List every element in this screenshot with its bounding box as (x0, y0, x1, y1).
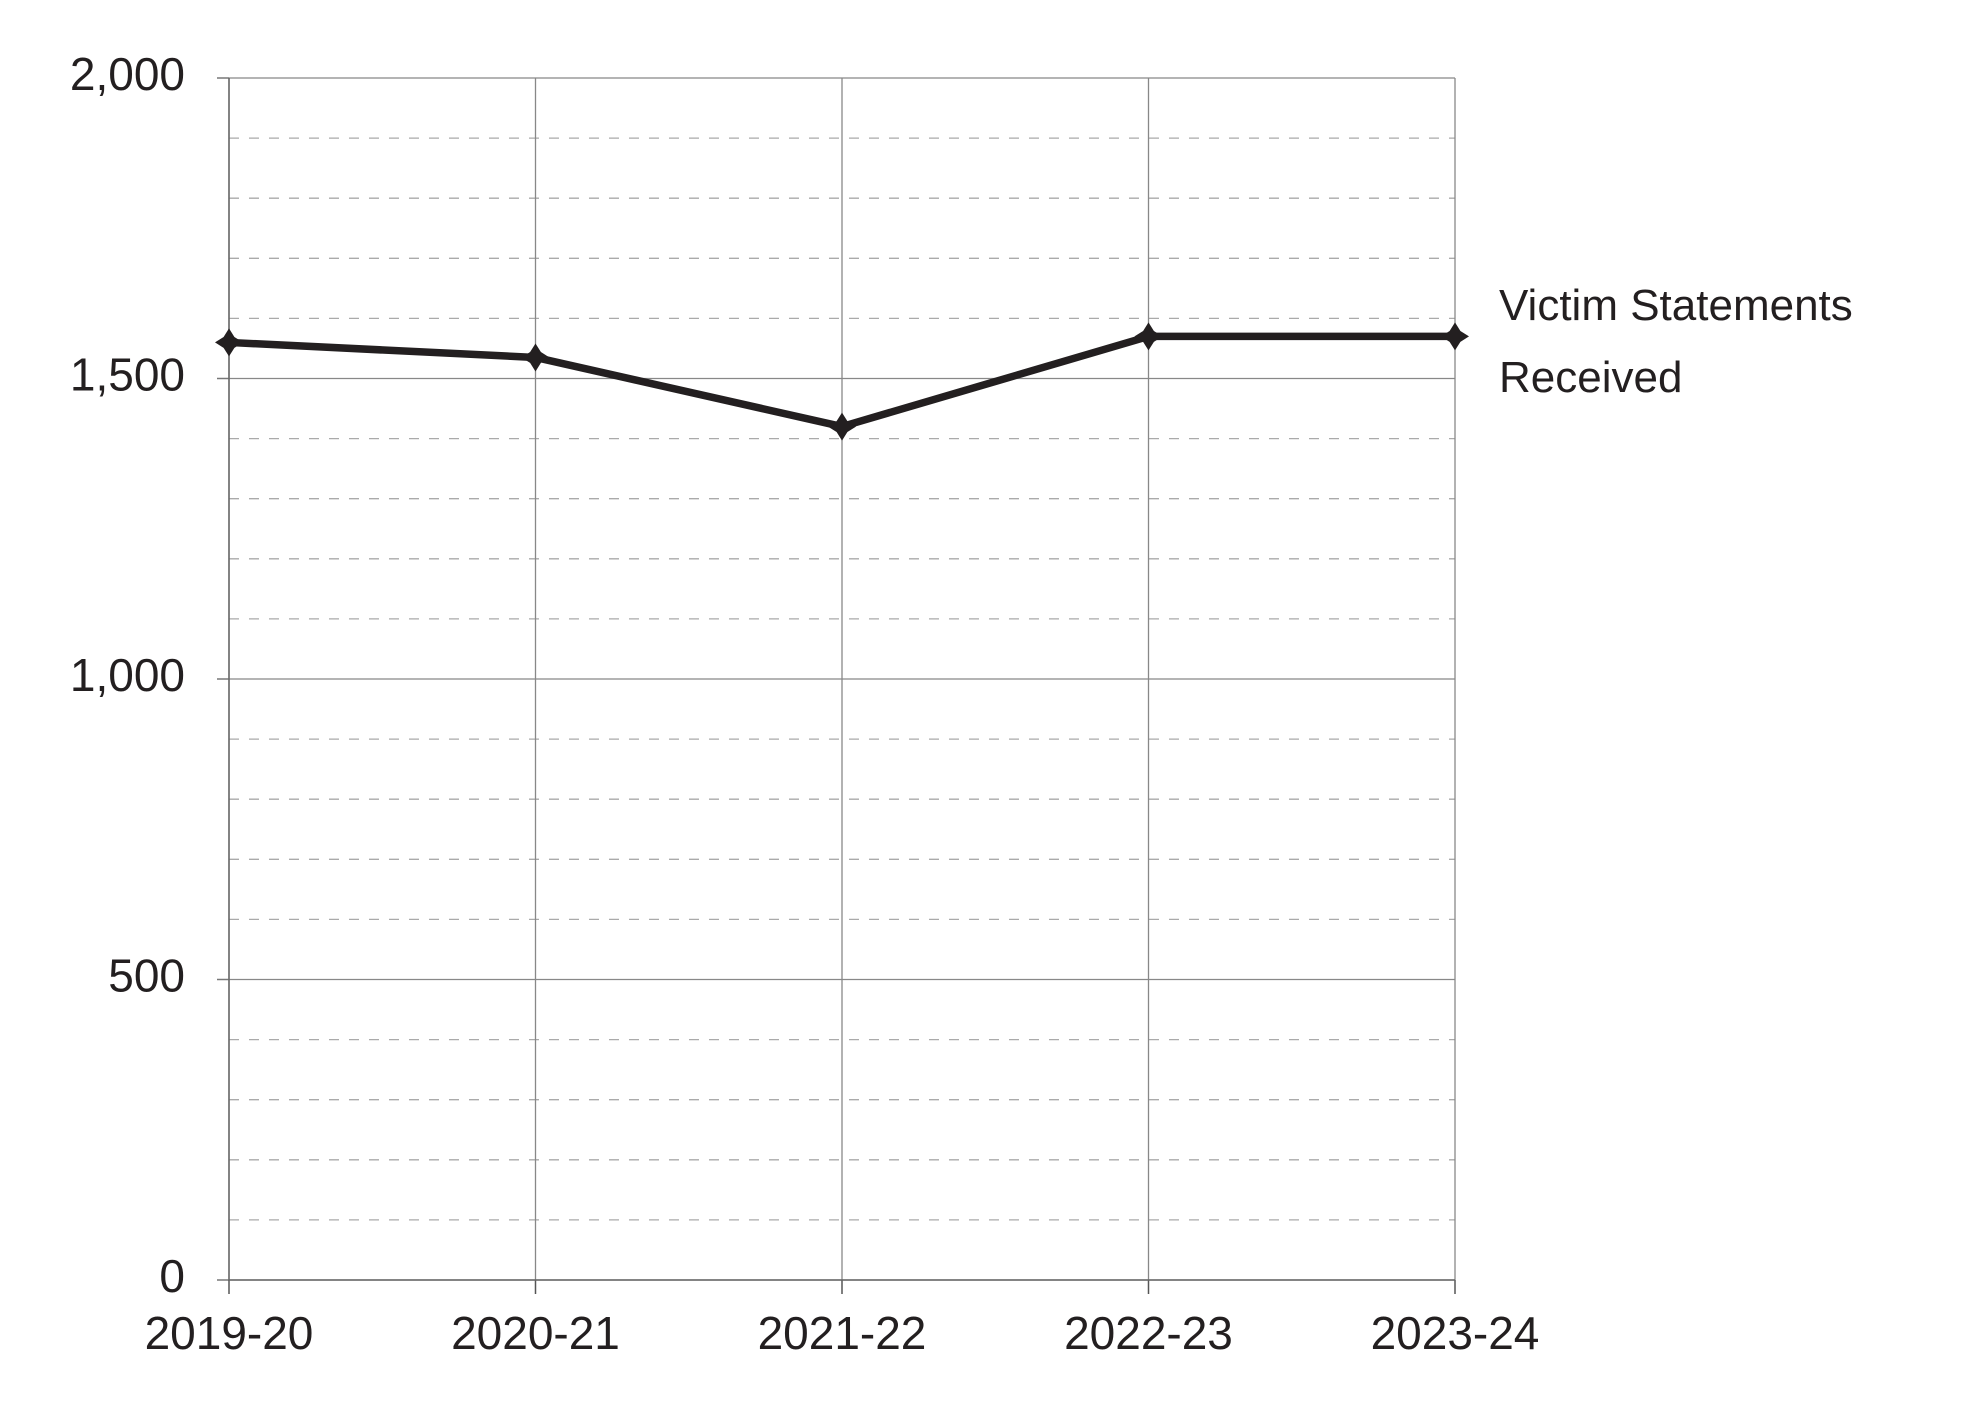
y-tick-label: 1,500 (70, 349, 185, 401)
y-tick-label: 2,000 (70, 48, 185, 100)
x-tick-label: 2019-20 (145, 1307, 314, 1359)
marker (828, 412, 856, 441)
y-tick-label: 1,000 (70, 649, 185, 701)
x-tick-label: 2023-24 (1371, 1307, 1540, 1359)
marker (521, 343, 550, 372)
marker (1134, 322, 1163, 351)
x-tick-label: 2021-22 (758, 1307, 927, 1359)
x-tick-label: 2020-21 (451, 1307, 620, 1359)
marker (215, 328, 243, 357)
y-tick-label: 500 (108, 950, 185, 1002)
y-tick-label: 0 (159, 1250, 185, 1302)
marker (1441, 322, 1469, 351)
legend-label: Victim Statements Received (1499, 281, 1853, 402)
x-tick-label: 2022-23 (1064, 1307, 1233, 1359)
